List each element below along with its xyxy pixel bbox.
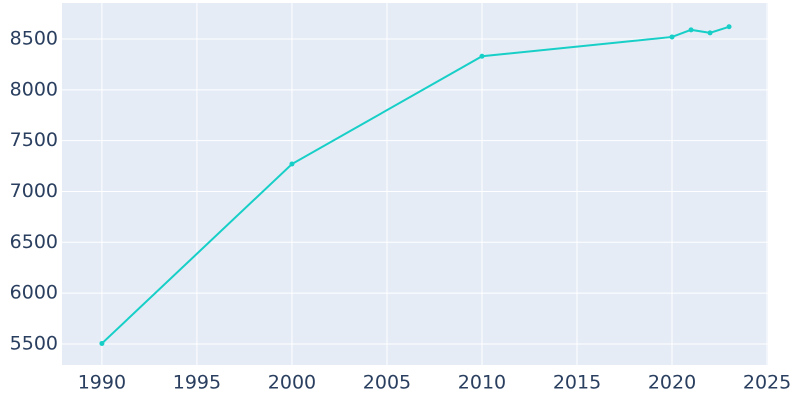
x-tick-label: 2010 — [458, 372, 506, 394]
data-point — [99, 340, 105, 346]
y-tick-label: 5500 — [10, 332, 58, 354]
y-tick-label: 6500 — [10, 231, 58, 253]
x-tick-label: 2020 — [648, 372, 696, 394]
y-tick-label: 7000 — [10, 180, 58, 202]
data-point — [479, 53, 485, 59]
x-tick-label: 2005 — [363, 372, 411, 394]
x-tick-label: 2000 — [268, 372, 316, 394]
x-tick-label: 2025 — [743, 372, 791, 394]
data-point — [707, 30, 713, 36]
x-tick-label: 2015 — [553, 372, 601, 394]
y-tick-label: 8500 — [10, 27, 58, 49]
y-tick-label: 6000 — [10, 282, 58, 304]
data-point — [726, 24, 732, 30]
data-point — [289, 161, 295, 167]
data-point — [669, 34, 675, 40]
data-point — [688, 27, 694, 33]
plot-area — [62, 3, 768, 365]
y-tick-label: 8000 — [10, 78, 58, 100]
x-tick-label: 1990 — [78, 372, 126, 394]
x-tick-label: 1995 — [173, 372, 221, 394]
y-tick-label: 7500 — [10, 129, 58, 151]
